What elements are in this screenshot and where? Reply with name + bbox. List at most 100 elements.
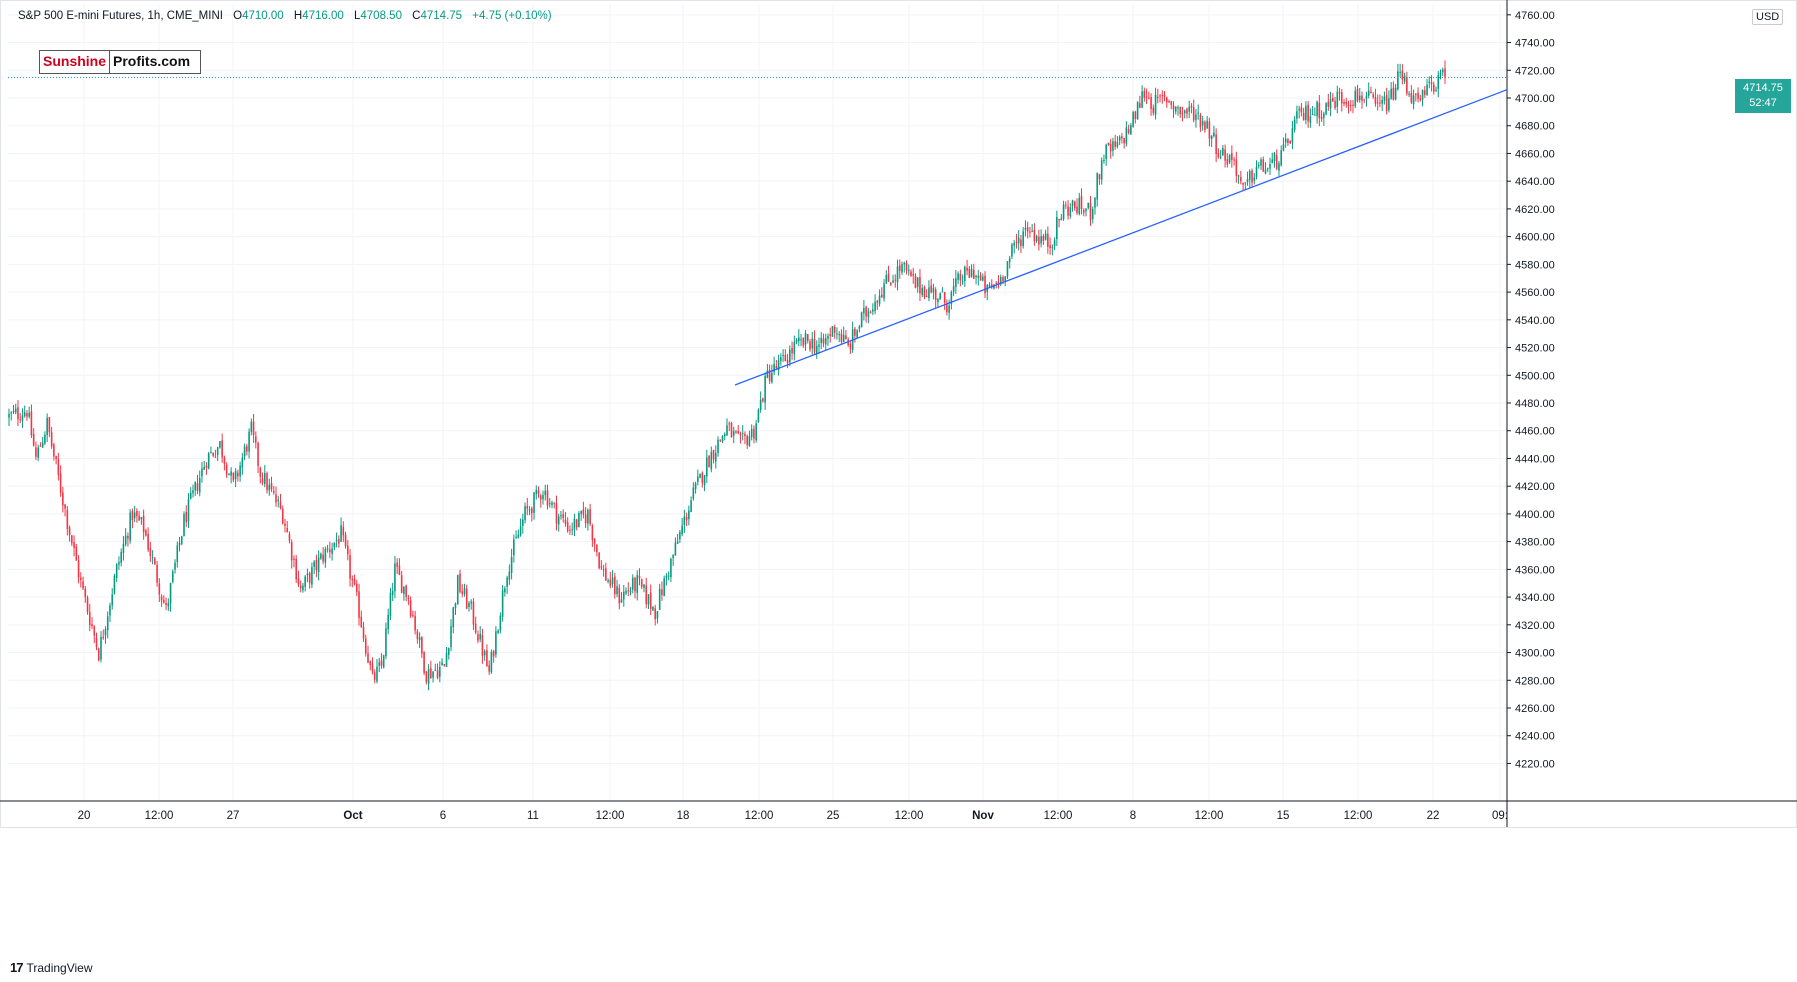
candle [490, 649, 493, 674]
candle [463, 583, 466, 597]
candle [1266, 167, 1269, 173]
candle [1358, 87, 1361, 103]
y-tick-label: 4360.00 [1515, 564, 1555, 576]
candle [405, 584, 407, 602]
candle [1336, 85, 1339, 114]
candle [874, 294, 876, 315]
candle [1006, 261, 1009, 280]
candle [741, 425, 744, 441]
candle [872, 303, 874, 316]
candle [979, 272, 982, 281]
candle [903, 261, 906, 273]
candle [1280, 145, 1283, 167]
candle [362, 621, 365, 642]
candle [268, 478, 271, 496]
candle [136, 508, 138, 523]
currency-button[interactable]: USD [1752, 9, 1784, 25]
candle [165, 597, 167, 611]
candle [281, 505, 284, 525]
candle [320, 552, 322, 560]
x-tick-label: 12:00 [895, 810, 924, 822]
candle [461, 584, 464, 598]
candle [210, 446, 212, 454]
candle [313, 559, 315, 574]
candle [185, 505, 188, 528]
candle [439, 661, 441, 683]
candle [237, 469, 239, 482]
candle [257, 441, 259, 473]
y-tick-label: 4480.00 [1515, 398, 1555, 410]
candle [723, 432, 726, 441]
candle [1325, 102, 1327, 116]
candle [349, 549, 351, 587]
candle [252, 413, 255, 443]
candle [1103, 154, 1105, 164]
candle [889, 281, 892, 286]
candle [627, 582, 630, 597]
candle [340, 517, 342, 542]
candle [1058, 218, 1060, 228]
candle [380, 653, 383, 669]
low-label: L [353, 10, 361, 22]
candle [791, 341, 793, 360]
tradingview-branding[interactable]: 17 TradingView [10, 960, 93, 975]
candle [192, 484, 194, 498]
candle [645, 577, 648, 609]
candle [1316, 100, 1318, 124]
candle [690, 496, 692, 513]
candle [1320, 110, 1323, 122]
candle [1343, 99, 1345, 107]
candle [14, 403, 17, 415]
candle [82, 576, 84, 591]
candle [1065, 201, 1067, 209]
candle [423, 651, 425, 676]
candle [286, 521, 289, 533]
candle [106, 611, 109, 639]
candle [571, 522, 573, 536]
candle [605, 562, 607, 582]
candle [1168, 99, 1170, 104]
candle [782, 349, 784, 362]
candle [557, 513, 560, 532]
candle [50, 426, 53, 449]
candle [373, 669, 376, 684]
candle [876, 299, 879, 310]
y-tick-label: 4580.00 [1515, 259, 1555, 271]
candle [815, 340, 818, 359]
candle [293, 555, 295, 568]
candle [1181, 106, 1184, 122]
candle [1273, 151, 1276, 168]
candle [447, 647, 450, 660]
candle [712, 449, 715, 464]
candle [923, 285, 926, 300]
candle [1051, 244, 1054, 256]
candle [1024, 220, 1027, 237]
y-tick-label: 4640.00 [1515, 176, 1555, 188]
candle [591, 523, 594, 547]
candle [100, 631, 102, 663]
candle [95, 632, 98, 651]
candle [829, 327, 832, 343]
close-value: 4714.75 [420, 10, 463, 22]
candle [818, 337, 820, 355]
candle [1008, 255, 1011, 269]
candle [1152, 104, 1155, 116]
candle [71, 535, 73, 547]
candle [367, 645, 369, 664]
x-tick-label: 09: [1492, 810, 1508, 822]
candle [907, 264, 910, 276]
candle [1318, 95, 1321, 127]
candle [64, 503, 66, 517]
candle [1224, 144, 1226, 168]
candle [1334, 96, 1336, 110]
candle [1437, 71, 1440, 98]
candle [436, 663, 439, 680]
y-tick-label: 4380.00 [1515, 537, 1555, 549]
candle [1246, 171, 1249, 186]
candle [946, 299, 948, 316]
candle [746, 434, 748, 449]
candle [53, 442, 55, 461]
candle [1403, 72, 1406, 85]
candle [640, 578, 643, 590]
